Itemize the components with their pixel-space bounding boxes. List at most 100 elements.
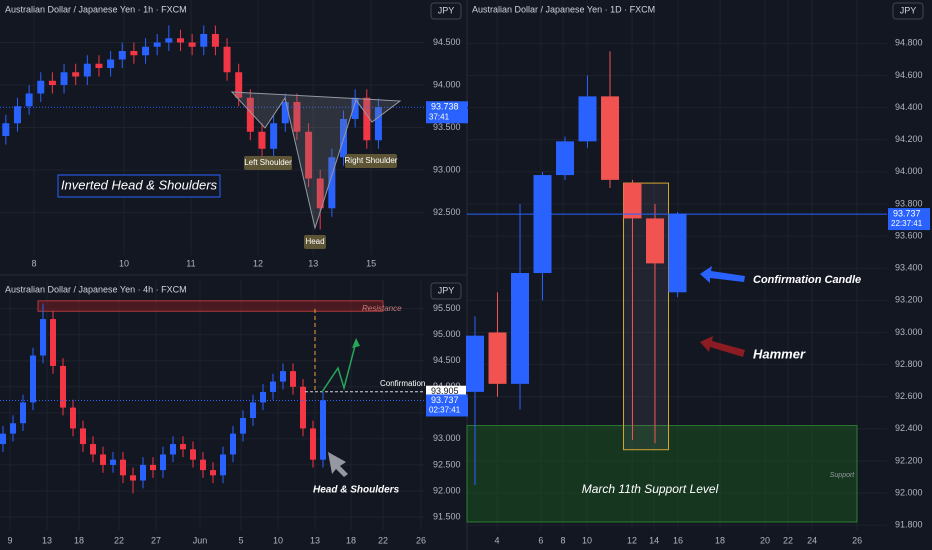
candle-body (160, 454, 166, 471)
y-tick-label: 94.800 (895, 38, 923, 48)
candle-body (320, 400, 326, 460)
annotation: Head & Shoulders (313, 485, 400, 496)
y-tick-label: 93.500 (433, 122, 461, 132)
candle-body (235, 72, 243, 98)
x-tick-label: 18 (346, 535, 356, 545)
candle-body (25, 93, 33, 107)
candle-body (120, 459, 126, 476)
candle-body (37, 80, 45, 94)
pattern-shape (230, 91, 402, 230)
y-tick-label: 93.600 (895, 230, 923, 240)
currency: JPY (438, 285, 455, 295)
candle-body (150, 464, 156, 471)
y-tick-label: 92.000 (433, 485, 461, 495)
x-tick-label: 18 (715, 535, 725, 545)
candle-body (90, 444, 96, 455)
candle-body (310, 428, 316, 460)
candle-body (107, 59, 115, 68)
candle-body (230, 433, 236, 455)
arrow-head (352, 338, 360, 348)
currency: JPY (900, 5, 917, 15)
currency-box (430, 282, 462, 300)
candle-body (190, 449, 196, 460)
candle-body (220, 454, 226, 476)
currency-box (430, 2, 462, 20)
candle-body (110, 459, 116, 465)
annotation: Support (830, 472, 856, 479)
candle-body (72, 72, 80, 77)
candle-body (180, 444, 186, 450)
candle-body (488, 332, 507, 384)
resistance-zone (37, 300, 384, 312)
x-tick-label: 26 (852, 535, 862, 545)
pointer-arrow (700, 266, 745, 283)
candle-body (305, 131, 313, 179)
candle-body (601, 96, 620, 180)
candle-body (95, 63, 103, 68)
chart-title: Australian Dollar / Japanese Yen · 4h · … (5, 284, 187, 294)
annotation: Hammer (753, 346, 806, 361)
x-tick-label: 22 (114, 535, 124, 545)
y-tick-label: 92.600 (895, 391, 923, 401)
candle-body (270, 381, 276, 392)
candle-body (2, 123, 10, 136)
price-label: 93.905 (431, 386, 459, 396)
candle-body (30, 355, 36, 403)
candle-body (83, 63, 91, 77)
x-tick-label: 27 (151, 535, 161, 545)
chart-title: Australian Dollar / Japanese Yen · 1h · … (5, 4, 187, 14)
candle-body (210, 470, 216, 476)
y-tick-label: 92.500 (433, 207, 461, 217)
support-zone (466, 425, 858, 523)
y-tick-label: 95.500 (433, 303, 461, 313)
annotation: Inverted Head & Shoulders (61, 177, 218, 192)
y-tick-label: 93.000 (433, 164, 461, 174)
candle-body (20, 402, 26, 424)
candle-body (140, 464, 146, 481)
candle-body (200, 459, 206, 471)
candle-body (211, 34, 219, 47)
candle-body (70, 407, 76, 429)
candle-body (351, 97, 359, 119)
x-tick-label: 18 (74, 535, 84, 545)
annotation: Left Shoulder (244, 158, 292, 167)
y-tick-label: 91.500 (433, 511, 461, 521)
candle-body (623, 183, 642, 219)
annotation: Head (305, 237, 324, 246)
x-tick-label: 9 (7, 535, 12, 545)
x-tick-label: 8 (31, 258, 36, 268)
candle-body (578, 96, 597, 142)
candle-body (290, 371, 296, 387)
label-box (244, 156, 292, 170)
candle-body (170, 444, 176, 455)
candle-body (40, 319, 46, 356)
x-tick-label: 22 (378, 535, 388, 545)
candle-body (246, 97, 254, 132)
x-tick-label: 16 (673, 535, 683, 545)
price-box (426, 394, 468, 417)
countdown: 37:41 (429, 112, 450, 121)
x-tick-label: 8 (560, 535, 565, 545)
candle-body (466, 335, 485, 392)
y-tick-label: 91.800 (895, 520, 923, 530)
y-tick-label: 92.200 (895, 455, 923, 465)
candle-body (281, 102, 289, 124)
candle-body (260, 391, 266, 403)
y-tick-label: 93.400 (895, 263, 923, 273)
x-tick-label: 4 (495, 535, 500, 545)
candle-body (100, 454, 106, 465)
candle-body (363, 97, 371, 141)
x-tick-label: 6 (538, 535, 543, 545)
countdown: 22:37:41 (891, 219, 923, 228)
candle-body (165, 38, 173, 43)
candle-body (176, 38, 184, 43)
candle-body (200, 34, 208, 47)
x-tick-label: 24 (807, 535, 817, 545)
label-box (57, 174, 221, 198)
x-tick-label: 10 (582, 535, 592, 545)
candle-body (130, 475, 136, 481)
candle-body (270, 123, 278, 149)
candle-body (374, 107, 382, 141)
